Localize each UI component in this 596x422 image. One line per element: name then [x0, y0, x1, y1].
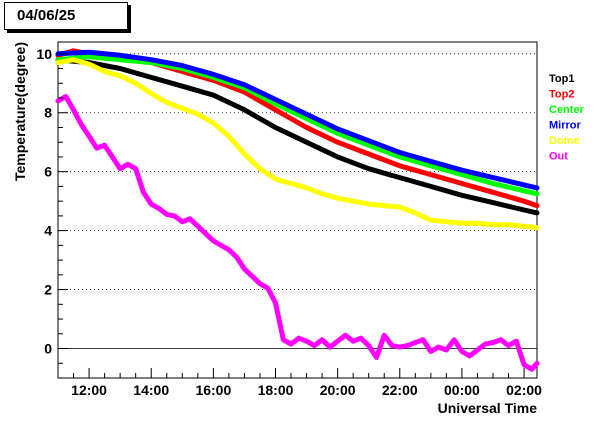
legend-entry-top2: Top2 [549, 89, 574, 101]
legend-entry-out: Out [549, 151, 568, 163]
legend-entry-center: Center [549, 104, 585, 116]
series-line-center [55, 54, 540, 197]
legend-entry-top1: Top1 [549, 73, 574, 85]
y-axis-label: Temperature(degree) [12, 42, 28, 181]
series-group [55, 48, 540, 372]
x-tick-label: 16:00 [195, 382, 231, 398]
legend-entry-dome: Dome [549, 135, 580, 147]
x-tick-label: 14:00 [133, 382, 169, 398]
x-tick-label: 00:00 [444, 382, 480, 398]
y-tick-label: 6 [44, 164, 52, 180]
x-axis-label: Universal Time [438, 400, 538, 416]
legend-entry-mirror: Mirror [549, 120, 582, 132]
y-tick-label: 0 [44, 341, 52, 357]
x-tick-label: 18:00 [258, 382, 294, 398]
plot-frame [57, 41, 538, 379]
legend: Top1 Top2 Center Mirror Dome Out [549, 73, 585, 163]
series-line-out [55, 94, 540, 372]
grid-lines [58, 53, 537, 349]
x-tick-label: 22:00 [382, 382, 418, 398]
x-tick-label: 02:00 [506, 382, 542, 398]
x-tick-label: 20:00 [320, 382, 356, 398]
series-line-dome [55, 57, 540, 231]
y-tick-label: 2 [44, 282, 52, 298]
y-tick-label: 10 [36, 46, 52, 62]
date-label: 04/06/25 [4, 2, 128, 30]
axes: 0 2 4 6 8 10 12:00 14:00 16:00 18:00 20:00 22:00 00:… [36, 46, 542, 398]
series-line-mirror [55, 49, 540, 191]
y-tick-label: 8 [44, 105, 52, 121]
series-line-top1 [55, 57, 540, 216]
y-tick-label: 4 [44, 223, 52, 239]
series-line-top2 [55, 48, 540, 209]
x-tick-label: 12:00 [71, 382, 107, 398]
